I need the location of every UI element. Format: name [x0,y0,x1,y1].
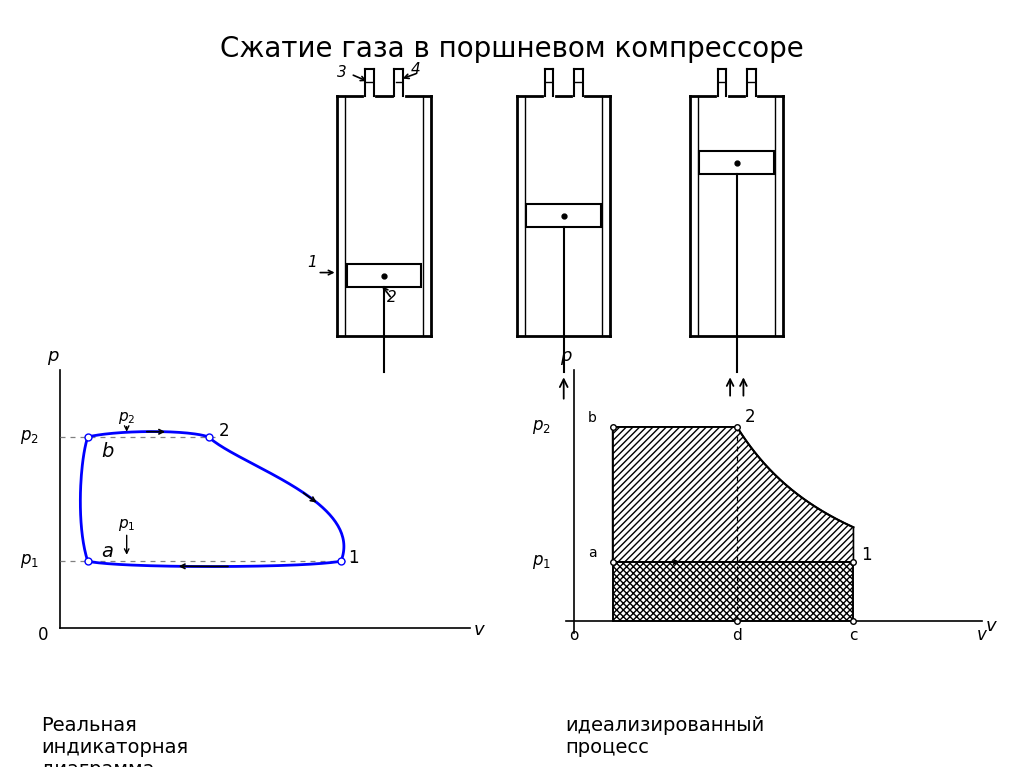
Text: $p_1$: $p_1$ [20,552,39,570]
Text: $p_1$: $p_1$ [531,553,551,571]
Text: $p_2$: $p_2$ [20,428,39,446]
Text: 0: 0 [38,626,49,644]
Text: 1: 1 [307,255,317,269]
Text: $p_2$: $p_2$ [118,410,135,426]
Text: p: p [47,347,58,365]
Polygon shape [612,562,853,621]
FancyBboxPatch shape [526,204,601,227]
Text: 1: 1 [861,545,871,564]
Text: a: a [101,542,114,561]
Text: 2: 2 [744,408,756,426]
Text: d: d [732,628,741,643]
Text: $p_2$: $p_2$ [531,418,551,436]
Polygon shape [612,427,853,562]
Text: $p_1$: $p_1$ [118,517,135,533]
Text: p: p [560,347,571,365]
Text: v: v [985,617,996,635]
Text: a: a [589,546,597,560]
Text: 2: 2 [218,422,229,440]
Text: идеализированный
процесс: идеализированный процесс [565,716,765,757]
Text: b: b [588,411,597,425]
Text: o: o [569,628,579,643]
Text: Сжатие газа в поршневом компрессоре: Сжатие газа в поршневом компрессоре [220,35,804,63]
Text: 4: 4 [411,62,421,77]
FancyBboxPatch shape [347,264,421,287]
Text: b: b [101,442,114,461]
FancyBboxPatch shape [699,151,774,174]
Text: Реальная
индикаторная
диаграмма: Реальная индикаторная диаграмма [41,716,188,767]
Text: c: c [849,628,858,643]
Text: 3: 3 [338,64,347,80]
Text: v: v [977,626,986,644]
Text: 1: 1 [348,548,358,567]
Text: 2: 2 [387,290,397,305]
Text: v: v [473,621,484,640]
